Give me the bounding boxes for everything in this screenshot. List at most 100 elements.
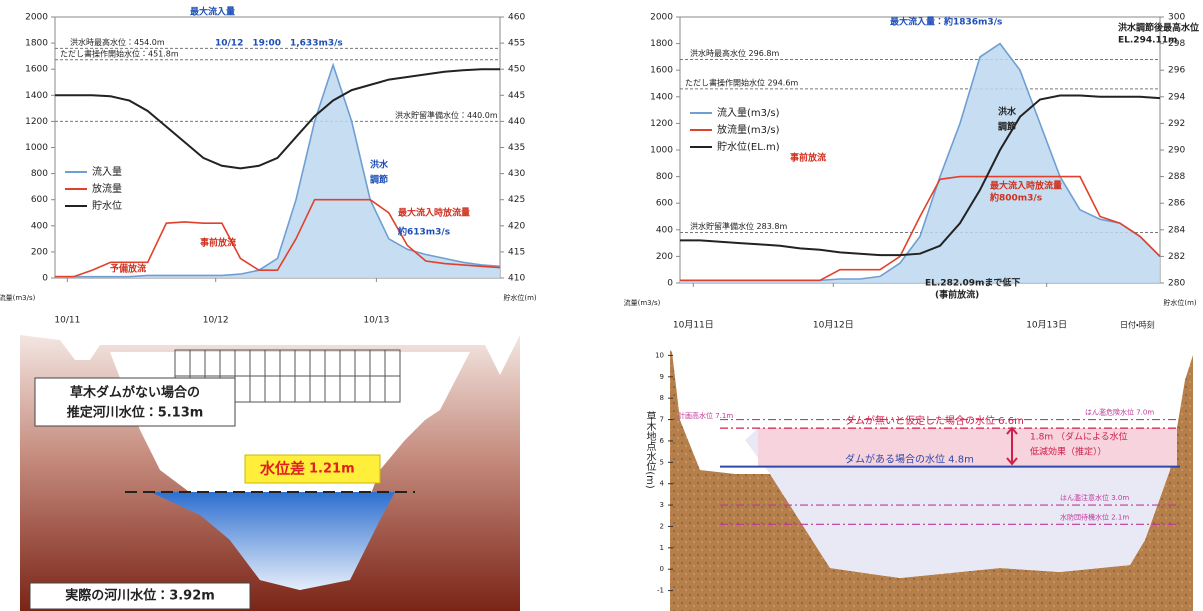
level-label: ダムが無いと仮定した場合の水位 6.6m xyxy=(845,414,1024,427)
series-area xyxy=(680,43,1160,283)
annotation: 最大流入量：約1836m3/s xyxy=(890,16,1002,28)
y-tick-label: 0 xyxy=(667,279,673,289)
legend-label: 放流量 xyxy=(92,182,122,195)
difference-value: 1.21m xyxy=(309,462,355,477)
label-box xyxy=(34,377,236,427)
reference-label: ただし書操作開始水位 294.6m xyxy=(685,77,798,87)
y-tick-label: 2000 xyxy=(25,13,48,23)
y2-axis-label: 貯水位(m) xyxy=(503,293,537,302)
y-tick-label: 2 xyxy=(660,522,664,530)
y-tick-label: 4 xyxy=(660,480,665,488)
series-line xyxy=(55,198,501,278)
annotation: (事前放流) xyxy=(935,289,979,301)
y-axis-label: 草木地点水位(m) xyxy=(644,411,656,489)
annotation: 予備放流 xyxy=(110,263,146,275)
y-tick-label: 0 xyxy=(660,565,664,573)
y2-tick-label: 440 xyxy=(508,117,525,127)
left-diagram: 草木ダムがない場合の 推定河川水位：5.13m 水位差 1.21m 実際の河川水… xyxy=(20,335,520,611)
y-tick-label: 1200 xyxy=(650,119,673,129)
y-tick-label: 1200 xyxy=(25,117,48,127)
series-line xyxy=(55,68,500,170)
actual-label: 実際の河川水位：3.92m xyxy=(65,588,215,604)
effect-label: 低減効果（推定）） xyxy=(1030,446,1107,458)
series-line xyxy=(680,175,1161,282)
y2-tick-label: 284 xyxy=(1168,225,1185,235)
y2-tick-label: 420 xyxy=(508,221,525,231)
y-tick-label: 6 xyxy=(660,437,665,445)
reference-label: 洪水時最高水位 296.8m xyxy=(690,48,779,58)
annotation: 洪水 xyxy=(370,159,389,171)
legend-label: 放流量(m3/s) xyxy=(717,123,780,136)
y2-tick-label: 415 xyxy=(508,247,525,257)
effect-label: 1.8m （ダムによる水位 xyxy=(1030,431,1128,443)
y2-tick-label: 300 xyxy=(1168,13,1185,23)
y2-tick-label: 296 xyxy=(1168,66,1185,76)
y2-tick-label: 298 xyxy=(1168,39,1185,49)
y-tick-label: 1600 xyxy=(25,65,48,75)
y2-tick-label: 425 xyxy=(508,195,525,205)
y-tick-label: 9 xyxy=(660,373,664,381)
level-label: はん濫注意水位 3.0m xyxy=(1060,493,1129,502)
y2-tick-label: 282 xyxy=(1168,252,1185,262)
y2-tick-label: 430 xyxy=(508,169,525,179)
x-axis-label: 日付・時刻 xyxy=(1120,320,1155,330)
y2-tick-label: 460 xyxy=(508,13,525,23)
annotation: 洪水調節後最高水位 xyxy=(1118,22,1199,34)
y2-tick-label: 410 xyxy=(508,274,525,284)
y-tick-label: 1000 xyxy=(25,143,48,153)
y-tick-label: 400 xyxy=(31,221,48,231)
level-label: 水防団待機水位 2.1m xyxy=(1060,512,1129,521)
y2-tick-label: 280 xyxy=(1168,279,1185,289)
annotation: 約800m3/s xyxy=(989,192,1042,204)
x-tick-label: 10/11 xyxy=(54,316,80,326)
annotation: EL.294.11m xyxy=(1118,36,1177,46)
no-dam-label: 草木ダムがない場合の xyxy=(70,385,200,401)
y2-tick-label: 445 xyxy=(508,91,525,101)
y-tick-label: 400 xyxy=(656,225,673,235)
x-tick-label: 10/12 xyxy=(203,316,229,326)
y-tick-label: 5 xyxy=(660,458,664,466)
y-tick-label: 8 xyxy=(660,394,664,402)
y2-axis-label: 貯水位(m) xyxy=(1163,298,1197,307)
y-tick-label: 1 xyxy=(660,544,664,552)
x-tick-label: 10/13 xyxy=(363,316,389,326)
legend-label: 貯水位(EL.m) xyxy=(717,140,780,153)
x-tick-label: 10月13日 xyxy=(1026,320,1067,331)
reference-label: ただし書操作開始水位：451.8m xyxy=(60,48,179,58)
y2-tick-label: 288 xyxy=(1168,172,1185,182)
difference-box xyxy=(244,454,381,484)
no-dam-label: 推定河川水位：5.13m xyxy=(67,405,204,421)
level-label: はん濫危険水位 7.0m xyxy=(1085,408,1154,417)
annotation: 最大流入量 xyxy=(190,6,235,18)
annotation: EL.282.09mまで低下 xyxy=(925,277,1020,289)
y-tick-label: 800 xyxy=(31,169,48,179)
y-tick-label: 1600 xyxy=(650,66,673,76)
left-label: 計画高水位 7.1m xyxy=(678,411,733,420)
annotation: 10/12 19:00 1,633m3/s xyxy=(215,39,343,49)
y-axis-label: 流量(m3/s) xyxy=(0,293,36,302)
y2-tick-label: 294 xyxy=(1168,92,1185,102)
reference-label: 洪水時最高水位：454.0m xyxy=(70,37,165,47)
y-axis-label: 流量(m3/s) xyxy=(624,298,661,307)
y-tick-label: 7 xyxy=(660,416,664,424)
reduction-band xyxy=(758,428,1177,466)
difference-label: 水位差 xyxy=(259,460,305,478)
water xyxy=(150,492,395,590)
x-tick-label: 10月12日 xyxy=(813,320,854,331)
annotation: 最大流入時放流量 xyxy=(398,207,470,219)
y2-tick-label: 435 xyxy=(508,143,525,153)
annotation: 洪水 xyxy=(998,106,1017,118)
y-tick-label: 1800 xyxy=(650,39,673,49)
series-line xyxy=(55,62,501,278)
y-tick-label: 1400 xyxy=(650,92,673,102)
y-tick-label: 3 xyxy=(660,501,664,509)
y-tick-label: 10 xyxy=(655,351,664,359)
annotation: 事前放流 xyxy=(790,152,826,164)
annotation: 約613m3/s xyxy=(397,226,450,238)
sky xyxy=(20,335,520,375)
reference-label: 洪水貯留準備水位：440.0m xyxy=(395,110,498,120)
annotation: 調節 xyxy=(998,121,1016,133)
